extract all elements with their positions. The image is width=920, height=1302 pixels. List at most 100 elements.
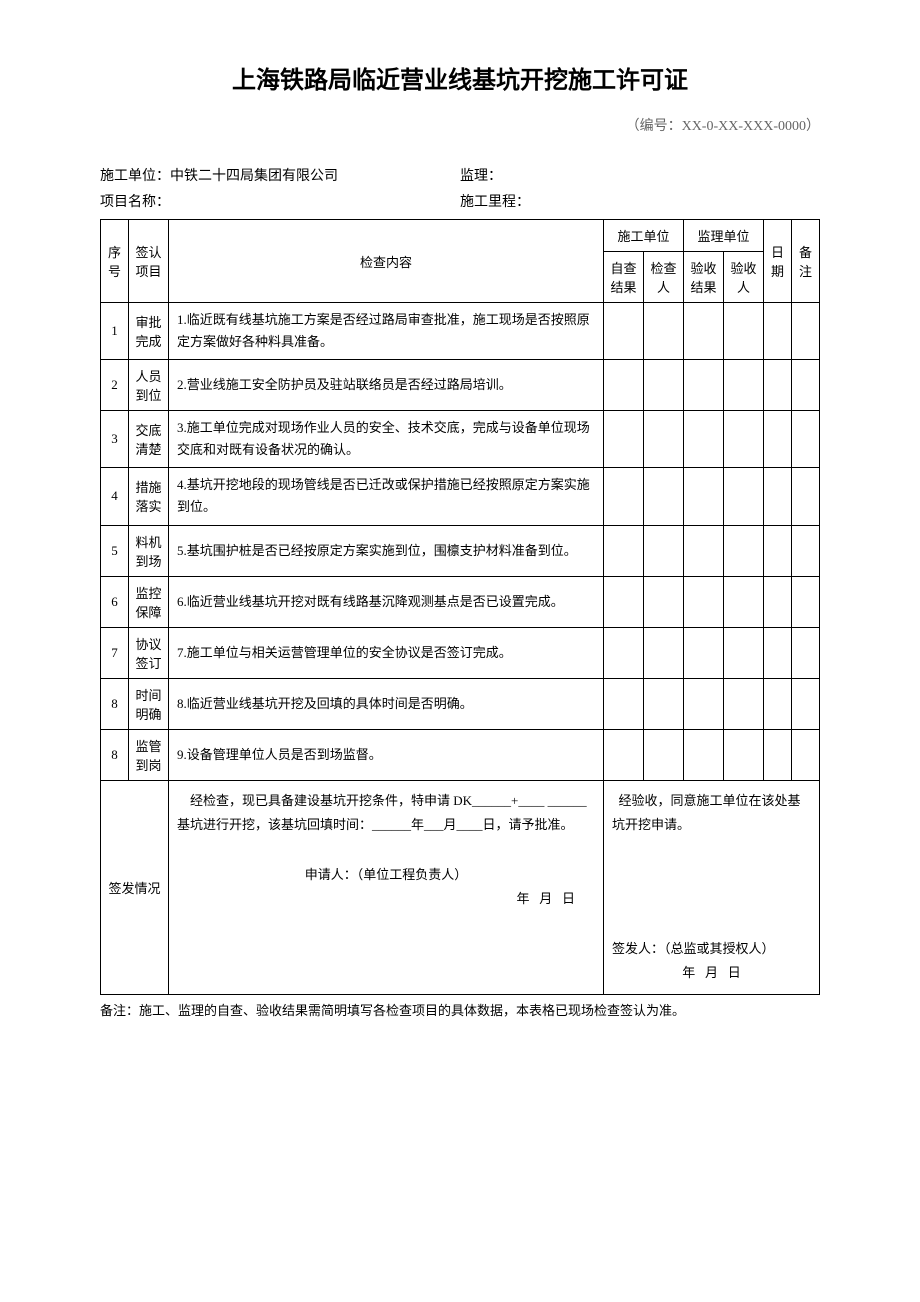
cell-date[interactable]: [764, 468, 792, 525]
cell-accept-result[interactable]: [684, 411, 724, 468]
permit-table: 序号 签认项目 检查内容 施工单位 监理单位 日期 备注 自查结果 检查人 验收…: [100, 219, 820, 995]
cell-check-person[interactable]: [644, 627, 684, 678]
cell-accept-person[interactable]: [724, 468, 764, 525]
mileage: 施工里程：: [460, 191, 820, 211]
header-accept-result: 验收结果: [684, 252, 724, 303]
cell-date[interactable]: [764, 360, 792, 411]
cell-self-check[interactable]: [604, 576, 644, 627]
cell-self-check[interactable]: [604, 627, 644, 678]
cell-self-check[interactable]: [604, 411, 644, 468]
row-seq: 8: [101, 678, 129, 729]
row-item: 交底清楚: [129, 411, 169, 468]
sign-row-label: 签发情况: [101, 780, 169, 995]
cell-accept-person[interactable]: [724, 627, 764, 678]
row-seq: 5: [101, 525, 129, 576]
row-seq: 7: [101, 627, 129, 678]
info-row-1: 施工单位：中铁二十四局集团有限公司 监理：: [100, 165, 820, 185]
sign-right-signer: 签发人：（总监或其授权人）: [612, 937, 811, 962]
header-date: 日期: [764, 220, 792, 303]
table-row: 1 审批完成 1.临近既有线基坑施工方案是否经过路局审查批准，施工现场是否按照原…: [101, 303, 820, 360]
cell-accept-person[interactable]: [724, 525, 764, 576]
row-seq: 1: [101, 303, 129, 360]
project-name-label: 项目名称：: [100, 195, 170, 210]
cell-accept-person[interactable]: [724, 678, 764, 729]
cell-note[interactable]: [792, 729, 820, 780]
cell-accept-result[interactable]: [684, 525, 724, 576]
cell-check-person[interactable]: [644, 525, 684, 576]
cell-check-person[interactable]: [644, 468, 684, 525]
cell-note[interactable]: [792, 411, 820, 468]
cell-note[interactable]: [792, 360, 820, 411]
cell-note[interactable]: [792, 468, 820, 525]
cell-date[interactable]: [764, 411, 792, 468]
table-row: 5 料机到场 5.基坑围护桩是否已经按原定方案实施到位，围檩支护材料准备到位。: [101, 525, 820, 576]
table-row: 3 交底清楚 3.施工单位完成对现场作业人员的安全、技术交底，完成与设备单位现场…: [101, 411, 820, 468]
row-item: 措施落实: [129, 468, 169, 525]
row-content: 3.施工单位完成对现场作业人员的安全、技术交底，完成与设备单位现场交底和对既有设…: [169, 411, 604, 468]
row-content: 5.基坑围护桩是否已经按原定方案实施到位，围檩支护材料准备到位。: [169, 525, 604, 576]
cell-accept-result[interactable]: [684, 303, 724, 360]
cell-date[interactable]: [764, 729, 792, 780]
sign-left-applicant: 申请人：（单位工程负责人）: [177, 863, 595, 888]
cell-self-check[interactable]: [604, 468, 644, 525]
cell-check-person[interactable]: [644, 303, 684, 360]
cell-date[interactable]: [764, 303, 792, 360]
header-note: 备注: [792, 220, 820, 303]
row-seq: 3: [101, 411, 129, 468]
cell-accept-result[interactable]: [684, 576, 724, 627]
document-title: 上海铁路局临近营业线基坑开挖施工许可证: [100, 60, 820, 95]
sign-right-date: 年 月 日: [612, 961, 811, 986]
construction-unit-value: 中铁二十四局集团有限公司: [170, 169, 338, 184]
row-content: 2.营业线施工安全防护员及驻站联络员是否经过路局培训。: [169, 360, 604, 411]
cell-accept-person[interactable]: [724, 303, 764, 360]
row-seq: 2: [101, 360, 129, 411]
cell-date[interactable]: [764, 627, 792, 678]
header-content: 检查内容: [169, 220, 604, 303]
sign-left-text: 经检查，现已具备建设基坑开挖条件，特申请 DK______+____ _____…: [177, 789, 595, 838]
row-item: 监控保障: [129, 576, 169, 627]
cell-self-check[interactable]: [604, 678, 644, 729]
table-row: 8 监管到岗 9.设备管理单位人员是否到场监督。: [101, 729, 820, 780]
row-item: 审批完成: [129, 303, 169, 360]
cell-note[interactable]: [792, 576, 820, 627]
table-row: 6 监控保障 6.临近营业线基坑开挖对既有线路基沉降观测基点是否已设置完成。: [101, 576, 820, 627]
cell-self-check[interactable]: [604, 525, 644, 576]
cell-accept-result[interactable]: [684, 729, 724, 780]
cell-self-check[interactable]: [604, 360, 644, 411]
cell-date[interactable]: [764, 576, 792, 627]
row-item: 人员到位: [129, 360, 169, 411]
cell-check-person[interactable]: [644, 576, 684, 627]
table-row: 4 措施落实 4.基坑开挖地段的现场管线是否已迁改或保护措施已经按照原定方案实施…: [101, 468, 820, 525]
cell-accept-result[interactable]: [684, 360, 724, 411]
row-item: 料机到场: [129, 525, 169, 576]
cell-self-check[interactable]: [604, 729, 644, 780]
cell-accept-result[interactable]: [684, 468, 724, 525]
cell-check-person[interactable]: [644, 678, 684, 729]
header-item: 签认项目: [129, 220, 169, 303]
cell-check-person[interactable]: [644, 729, 684, 780]
header-row-1: 序号 签认项目 检查内容 施工单位 监理单位 日期 备注: [101, 220, 820, 252]
cell-note[interactable]: [792, 678, 820, 729]
cell-accept-person[interactable]: [724, 576, 764, 627]
header-self-check: 自查结果: [604, 252, 644, 303]
row-seq: 8: [101, 729, 129, 780]
cell-accept-result[interactable]: [684, 627, 724, 678]
header-check-person: 检查人: [644, 252, 684, 303]
cell-date[interactable]: [764, 525, 792, 576]
cell-accept-result[interactable]: [684, 678, 724, 729]
row-item: 监管到岗: [129, 729, 169, 780]
cell-accept-person[interactable]: [724, 360, 764, 411]
row-content: 6.临近营业线基坑开挖对既有线路基沉降观测基点是否已设置完成。: [169, 576, 604, 627]
cell-note[interactable]: [792, 525, 820, 576]
cell-check-person[interactable]: [644, 411, 684, 468]
row-seq: 6: [101, 576, 129, 627]
cell-date[interactable]: [764, 678, 792, 729]
cell-note[interactable]: [792, 627, 820, 678]
cell-note[interactable]: [792, 303, 820, 360]
cell-check-person[interactable]: [644, 360, 684, 411]
header-construction-unit: 施工单位: [604, 220, 684, 252]
sign-row: 签发情况 经检查，现已具备建设基坑开挖条件，特申请 DK______+____ …: [101, 780, 820, 995]
cell-accept-person[interactable]: [724, 411, 764, 468]
cell-accept-person[interactable]: [724, 729, 764, 780]
cell-self-check[interactable]: [604, 303, 644, 360]
